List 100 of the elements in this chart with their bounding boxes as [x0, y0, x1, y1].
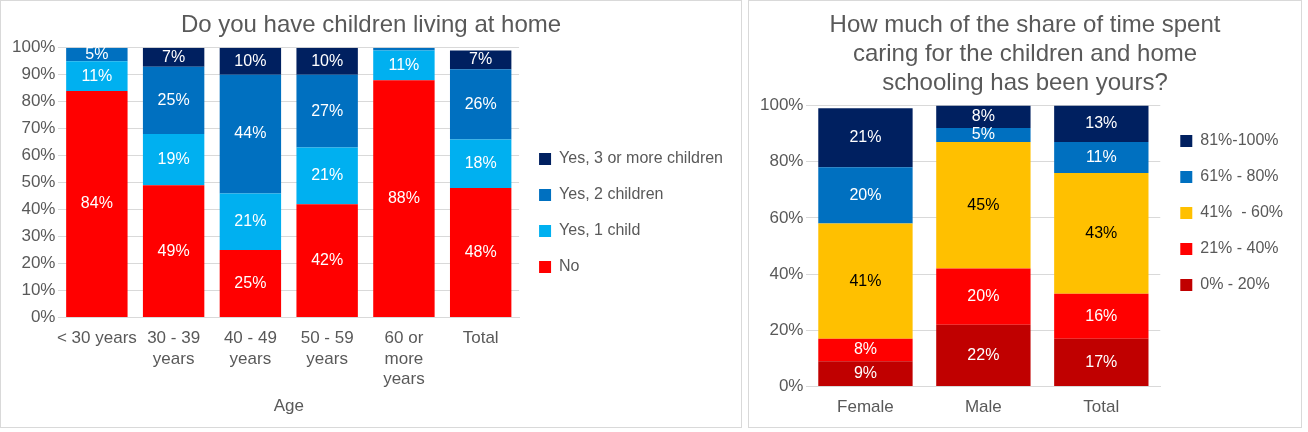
data-label: 27%	[311, 101, 344, 119]
y-tick-label: 30%	[21, 226, 56, 246]
x-axis-title: Age	[273, 396, 304, 416]
data-label: 8%	[853, 340, 878, 358]
bar	[1054, 338, 1149, 387]
bar	[1054, 172, 1149, 294]
bar	[818, 361, 913, 387]
data-label: 26%	[464, 94, 497, 112]
bar	[1054, 293, 1149, 339]
data-label: 21%	[849, 128, 882, 146]
data-label: 19%	[157, 150, 190, 168]
y-tick-label: 100%	[760, 95, 804, 115]
legend-label: 41% - 60%	[1200, 203, 1284, 221]
bar	[219, 193, 282, 250]
y-tick-label: 60%	[769, 207, 804, 227]
bar	[219, 74, 282, 194]
data-label: 5%	[85, 44, 109, 62]
bar	[936, 268, 1031, 325]
y-tick-label: 80%	[769, 151, 804, 171]
bar	[296, 74, 358, 148]
bar	[219, 250, 282, 317]
data-label: 7%	[162, 47, 186, 65]
data-label: 49%	[157, 241, 190, 259]
data-label: 9%	[853, 364, 878, 382]
bar	[818, 223, 913, 339]
bar	[1054, 105, 1149, 142]
y-tick-label: 0%	[778, 376, 804, 396]
data-label: 21%	[234, 212, 267, 230]
data-label: 5%	[971, 125, 995, 143]
y-tick-label: 70%	[21, 118, 56, 138]
legend-label: 61% - 80%	[1200, 167, 1279, 185]
bar	[296, 204, 358, 317]
y-tick-label: 50%	[21, 172, 56, 192]
data-label: 88%	[387, 188, 420, 206]
y-tick-label: 60%	[21, 145, 56, 165]
legend-label: 21% - 40%	[1200, 239, 1279, 257]
data-label: 43%	[1085, 223, 1118, 241]
legend-label: Yes, 3 or more children	[559, 149, 723, 167]
data-label: 11%	[388, 55, 420, 73]
x-tick-label: Total	[1083, 397, 1120, 417]
data-label: 48%	[464, 242, 497, 260]
x-tick-label: 30 - 39 years	[147, 328, 201, 368]
bar	[373, 50, 435, 81]
x-tick-label: Female	[837, 397, 894, 417]
data-label: 7%	[469, 50, 493, 68]
y-tick-label: 40%	[21, 199, 56, 219]
data-label: 10%	[311, 51, 344, 69]
bar	[936, 324, 1031, 387]
data-label: 20%	[967, 287, 1000, 305]
chart-title: How much of the share of time spent caring for the children and home schooling has been yours?	[829, 10, 1221, 95]
data-label: 44%	[234, 124, 267, 142]
y-tick-label: 80%	[21, 91, 56, 111]
x-tick-label: < 30 years	[56, 328, 137, 348]
data-label: 16%	[1085, 306, 1118, 324]
data-label: 11%	[1085, 147, 1117, 165]
bar	[142, 185, 205, 317]
x-tick-label: 60 or more years	[383, 328, 425, 389]
data-label: 42%	[311, 250, 344, 268]
chart-title: Do you have children living at home	[180, 10, 562, 38]
data-label: 25%	[157, 90, 190, 108]
y-tick-label: 20%	[21, 253, 56, 273]
x-tick-label: Total	[462, 328, 499, 348]
y-tick-label: 100%	[12, 37, 56, 57]
x-tick-label: 50 - 59 years	[300, 328, 354, 368]
bar	[936, 105, 1031, 128]
legend-label: 81%-100%	[1200, 131, 1279, 149]
legend-label: 0% - 20%	[1200, 275, 1270, 293]
y-tick-label: 0%	[30, 307, 56, 327]
data-label: 10%	[234, 51, 267, 69]
bar	[449, 69, 512, 140]
x-tick-label: 40 - 49 years	[223, 328, 277, 368]
legend-label: Yes, 2 children	[559, 185, 664, 203]
x-tick-label: Male	[964, 397, 1002, 417]
y-tick-label: 20%	[769, 320, 804, 340]
bar	[142, 134, 205, 186]
y-tick-label: 10%	[21, 280, 56, 300]
bar	[66, 61, 128, 91]
data-label: 84%	[80, 194, 113, 212]
data-label: 20%	[849, 185, 882, 203]
bar	[449, 139, 512, 188]
legend-label: No	[559, 257, 580, 275]
bar	[66, 90, 128, 317]
data-label: 13%	[1085, 114, 1118, 132]
bar	[142, 66, 205, 135]
data-label: 17%	[1085, 352, 1118, 370]
bar	[818, 167, 913, 224]
bar	[373, 80, 435, 317]
y-tick-label: 40%	[769, 263, 804, 283]
data-label: 25%	[234, 273, 267, 291]
bar	[296, 147, 358, 205]
data-label: 45%	[967, 195, 1000, 213]
bar	[936, 141, 1031, 269]
data-label: 8%	[971, 107, 995, 125]
data-label: 21%	[311, 166, 344, 184]
data-label: 18%	[464, 154, 497, 172]
bar	[449, 187, 512, 317]
bar	[1054, 141, 1149, 173]
data-label: 11%	[81, 66, 113, 84]
bar	[818, 108, 913, 168]
data-label: 22%	[967, 345, 1000, 363]
